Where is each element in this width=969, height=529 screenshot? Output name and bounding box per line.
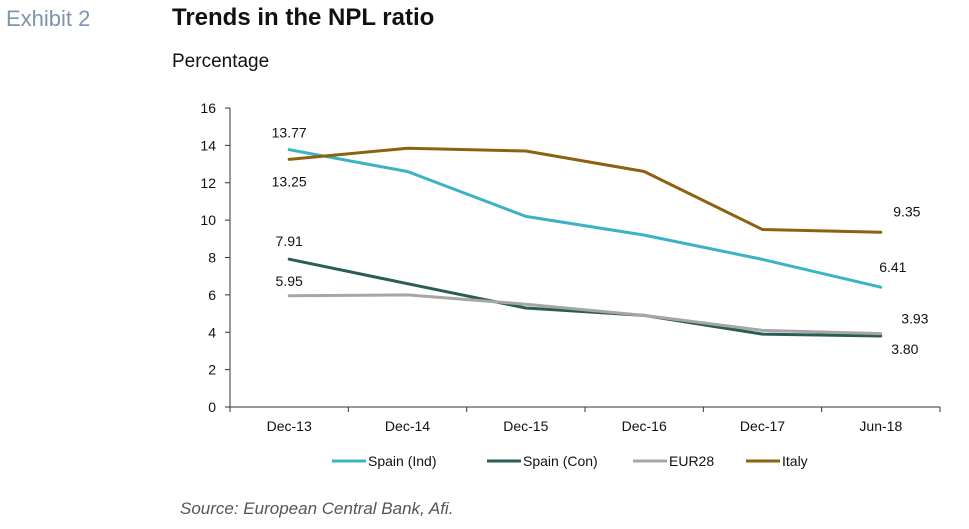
y-tick-label: 8 xyxy=(208,250,216,266)
series-line-spain-con xyxy=(287,257,883,338)
data-label: 3.93 xyxy=(901,311,928,327)
data-label: 9.35 xyxy=(893,203,920,219)
series-line-italy xyxy=(287,146,883,234)
legend-label: Italy xyxy=(782,453,808,469)
x-tick-label: Jun-18 xyxy=(859,418,902,434)
y-tick-label: 0 xyxy=(208,399,216,415)
y-tick-label: 12 xyxy=(200,175,216,191)
x-tick-label: Dec-14 xyxy=(385,418,430,434)
y-tick-label: 14 xyxy=(200,137,216,153)
data-label: 7.91 xyxy=(276,233,303,249)
y-tick-label: 4 xyxy=(208,324,216,340)
y-tick-label: 10 xyxy=(200,212,216,228)
series-line-spain-ind xyxy=(287,148,883,289)
chart-title: Trends in the NPL ratio xyxy=(172,4,435,31)
data-label: 3.80 xyxy=(891,341,918,357)
x-tick-label: Dec-13 xyxy=(267,418,312,434)
y-tick-label: 16 xyxy=(200,100,216,116)
x-tick-label: Dec-16 xyxy=(622,418,667,434)
data-label: 13.25 xyxy=(272,173,307,189)
y-tick-label: 6 xyxy=(208,287,216,303)
legend-label: Spain (Ind) xyxy=(368,453,436,469)
data-label: 5.95 xyxy=(276,273,303,289)
legend-label: Spain (Con) xyxy=(523,453,598,469)
legend-label: EUR28 xyxy=(669,453,714,469)
y-tick-label: 2 xyxy=(208,362,216,378)
source-note: Source: European Central Bank, Afi. xyxy=(180,499,454,518)
exhibit-label: Exhibit 2 xyxy=(6,6,91,31)
data-label: 6.41 xyxy=(879,259,906,275)
x-tick-label: Dec-15 xyxy=(503,418,548,434)
x-tick-label: Dec-17 xyxy=(740,418,785,434)
series-line-eur28 xyxy=(287,293,883,336)
data-label: 13.77 xyxy=(272,125,307,141)
chart-subtitle: Percentage xyxy=(172,51,270,72)
